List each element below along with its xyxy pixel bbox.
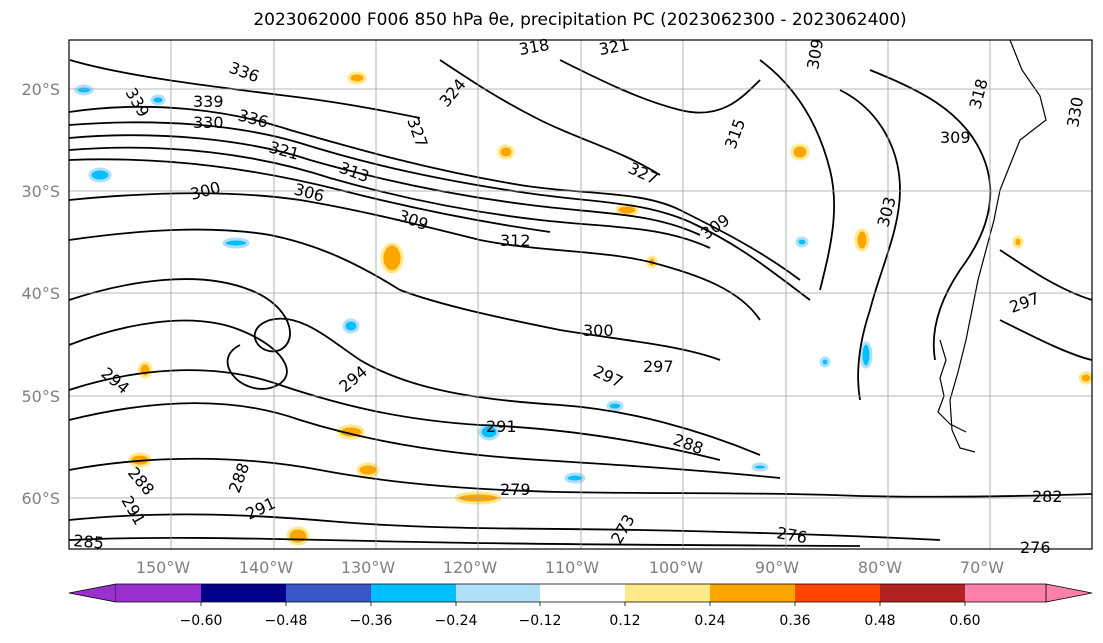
colorbar-segment bbox=[795, 584, 880, 602]
lon-label-130w: 130°W bbox=[341, 558, 396, 577]
colorbar-segment bbox=[116, 584, 201, 602]
colorbar-segment bbox=[880, 584, 965, 602]
contour-label: 276 bbox=[1020, 538, 1051, 557]
colorbar-tick-label: −0.60 bbox=[180, 613, 223, 629]
lon-label-140w: 140°W bbox=[239, 558, 294, 577]
lon-label-80w: 80°W bbox=[858, 558, 902, 577]
contour-label: 279 bbox=[500, 480, 531, 499]
plot-area bbox=[69, 40, 1092, 549]
colorbar-tick-label: −0.12 bbox=[519, 613, 562, 629]
colorbar-tick-label: 0.60 bbox=[949, 613, 980, 629]
contour-label: 330 bbox=[193, 113, 224, 132]
contour-label: 339 bbox=[193, 92, 224, 111]
colorbar-segment bbox=[68, 583, 117, 603]
lat-label-20s: 20°S bbox=[21, 80, 60, 99]
colorbar-tick-label: 0.48 bbox=[864, 613, 895, 629]
lat-label-30s: 30°S bbox=[21, 182, 60, 201]
colorbar-segment bbox=[540, 584, 625, 602]
lon-label-150w: 150°W bbox=[136, 558, 191, 577]
lon-label-70w: 70°W bbox=[960, 558, 1004, 577]
colorbar: −0.60 −0.48 −0.36 −0.24 −0.12 0.12 0.24 … bbox=[68, 583, 1093, 629]
colorbar-segment bbox=[456, 584, 540, 602]
colorbar-tick-label: 0.24 bbox=[694, 613, 725, 629]
contour-label: 300 bbox=[583, 321, 614, 340]
contour-label: 282 bbox=[1032, 487, 1063, 506]
lon-label-100w: 100°W bbox=[649, 558, 704, 577]
contour-label: 309 bbox=[940, 128, 971, 147]
theta-e-contours bbox=[68, 59, 1093, 547]
lat-label-40s: 40°S bbox=[21, 284, 60, 303]
contour-label: 297 bbox=[643, 357, 674, 376]
lat-label-50s: 50°S bbox=[21, 387, 60, 406]
contour-label: 285 bbox=[73, 531, 105, 553]
colorbar-tick-label: −0.24 bbox=[435, 613, 478, 629]
colorbar-segment bbox=[201, 584, 286, 602]
colorbar-segment bbox=[625, 584, 710, 602]
colorbar-tick-label: 0.12 bbox=[609, 613, 640, 629]
map-title: 2023062000 F006 850 hPa θe, precipitatio… bbox=[253, 10, 907, 30]
colorbar-tick-label: −0.36 bbox=[350, 613, 393, 629]
contour-label: 312 bbox=[500, 231, 531, 250]
lon-label-90w: 90°W bbox=[755, 558, 799, 577]
latitude-labels: 20°S 30°S 40°S 50°S 60°S bbox=[21, 80, 60, 508]
contour-label: 291 bbox=[486, 417, 517, 436]
colorbar-segment bbox=[286, 584, 371, 602]
lat-label-60s: 60°S bbox=[21, 489, 60, 508]
plot-border bbox=[68, 39, 1093, 550]
colorbar-tick-label: 0.36 bbox=[779, 613, 810, 629]
colorbar-segment bbox=[710, 584, 795, 602]
colorbar-segment bbox=[1045, 583, 1093, 603]
lon-label-110w: 110°W bbox=[545, 558, 600, 577]
colorbar-segment bbox=[371, 584, 456, 602]
grid-lines bbox=[69, 40, 1092, 549]
colorbar-tick-label: −0.48 bbox=[265, 613, 308, 629]
colorbar-segment bbox=[965, 584, 1046, 602]
lon-label-120w: 120°W bbox=[443, 558, 498, 577]
longitude-labels: 150°W 140°W 130°W 120°W 110°W 100°W 90°W… bbox=[136, 558, 1004, 577]
